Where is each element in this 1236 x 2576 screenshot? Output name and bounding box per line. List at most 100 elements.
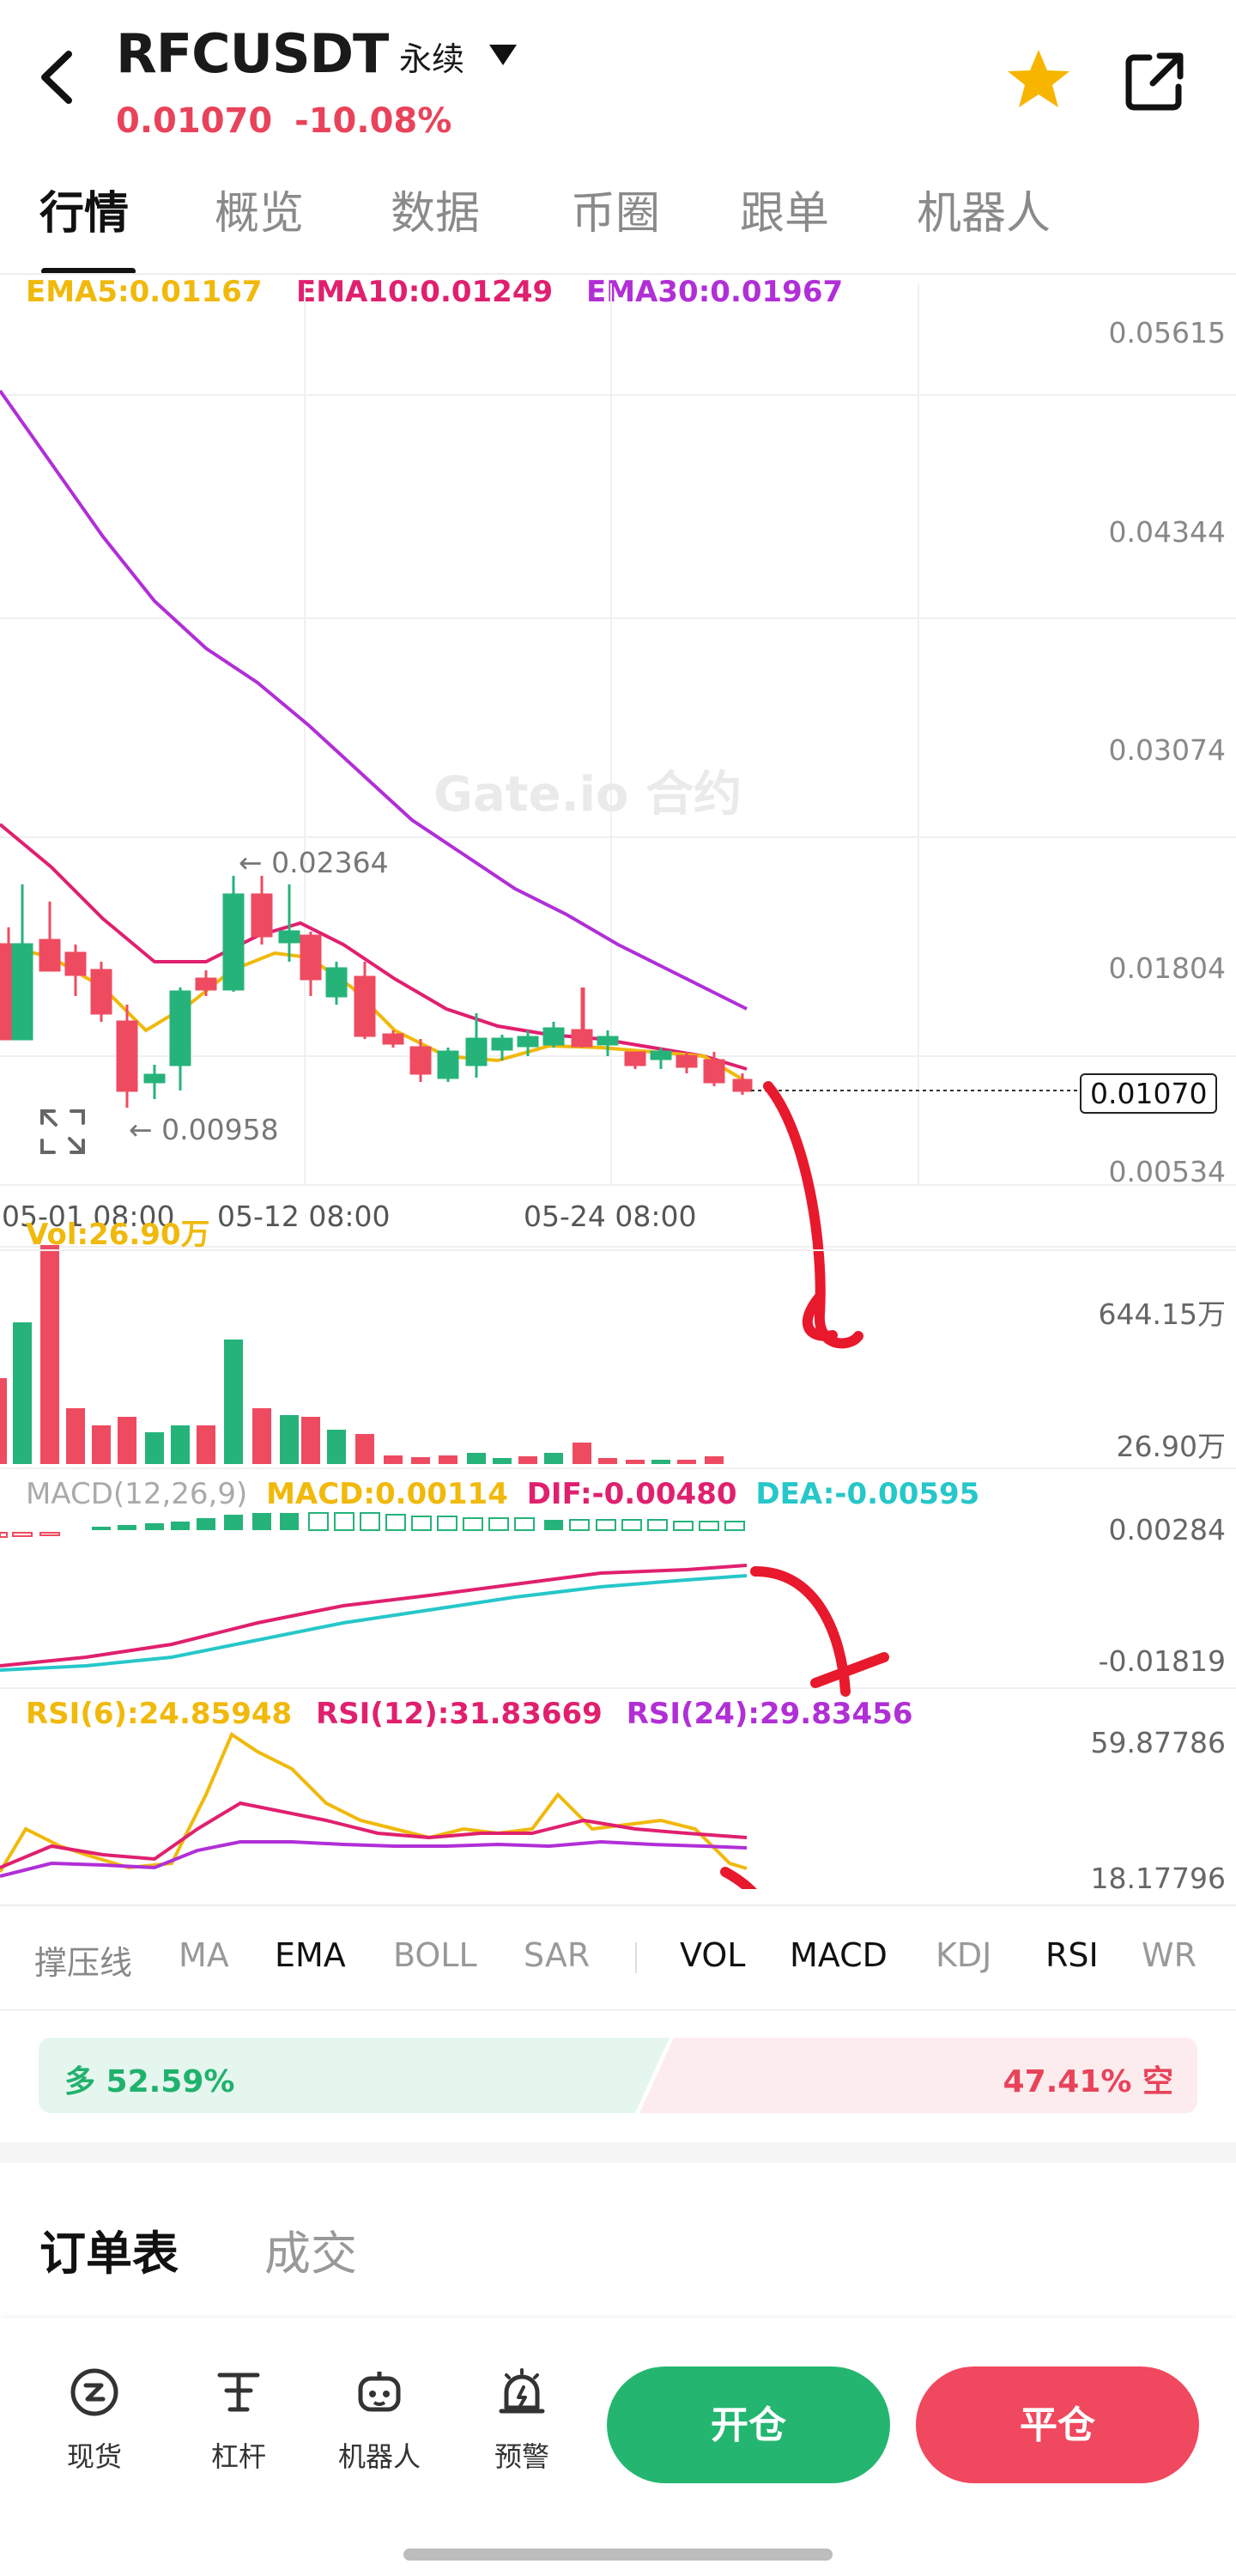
toolbar-ema[interactable]: EMA <box>275 1936 346 1974</box>
ema30-legend: EMA30:0.01967 <box>586 275 844 309</box>
time-label-1: 05-01 08:00 <box>2 1200 175 1233</box>
share-button[interactable] <box>1120 47 1189 116</box>
toolbar-support-resistance[interactable]: 撑压线 <box>34 1944 133 1982</box>
y-tick-4: 0.01804 <box>1108 951 1226 985</box>
price-change: -10.08% <box>294 101 452 141</box>
rsi12-line <box>0 1801 748 1869</box>
y-tick-3: 0.03074 <box>1108 733 1226 767</box>
tab-copy-trading[interactable]: 跟单 <box>740 188 830 240</box>
tab-data[interactable]: 数据 <box>391 188 481 240</box>
ema10-line <box>0 823 748 1071</box>
toolbar-vol[interactable]: VOL <box>680 1936 746 1974</box>
share-icon <box>1125 52 1184 111</box>
nav-bot-label: 机器人 <box>337 2440 421 2473</box>
rsi-tick-min: 18.17796 <box>1090 1862 1226 1895</box>
ema5-legend: EMA5:0.01167 <box>26 275 263 309</box>
leverage-icon <box>217 2372 260 2412</box>
indicator-toolbar-divider-top <box>0 1905 1236 1906</box>
watermark: Gate.io 合约 <box>433 767 742 823</box>
dea-line <box>0 1574 748 1672</box>
long-ratio-text: 多 52.59% <box>64 2064 235 2099</box>
tab-trades[interactable]: 成交 <box>264 2227 357 2281</box>
rsi6-value: RSI(6):24.85948 <box>26 1697 293 1731</box>
nav-alarm[interactable]: 预警 <box>470 2365 573 2475</box>
nav-alarm-label: 预警 <box>494 2440 549 2473</box>
chevron-left-icon <box>41 51 72 104</box>
short-ratio-text: 47.41% 空 <box>1003 2064 1173 2099</box>
favorite-button[interactable] <box>1004 45 1073 113</box>
close-position-button[interactable]: 平仓 <box>916 2366 1199 2483</box>
expand-button[interactable] <box>39 1108 87 1156</box>
long-ratio-bar <box>39 2038 670 2113</box>
macd-histogram <box>0 1512 745 1538</box>
toolbar-sar[interactable]: SAR <box>524 1936 591 1974</box>
red-annotation-arrows <box>720 1081 889 1889</box>
tab-bot[interactable]: 机器人 <box>917 188 1051 240</box>
open-position-button[interactable]: 开仓 <box>607 2366 890 2483</box>
volume-tick-max: 644.15万 <box>1098 1297 1226 1331</box>
rsi24-line <box>0 1839 748 1878</box>
rsi-tick-max: 59.87786 <box>1090 1726 1226 1759</box>
candlesticks <box>0 876 753 1108</box>
macd-params: MACD(12,26,9) <box>26 1477 248 1511</box>
indicator-toolbar-divider-bottom <box>0 2009 1236 2011</box>
rsi24-value: RSI(24):29.83456 <box>626 1697 913 1731</box>
high-marker: ← 0.02364 <box>239 846 389 879</box>
spot-icon <box>70 2368 118 2416</box>
main-tabs: 行情 概览 数据 币圈 跟单 机器人 <box>0 177 1236 275</box>
toolbar-wr[interactable]: WR <box>1142 1936 1197 1974</box>
y-tick-5: 0.00534 <box>1108 1155 1226 1188</box>
low-marker: ← 0.00958 <box>129 1113 279 1146</box>
ema5-line <box>0 943 748 1084</box>
toolbar-ma[interactable]: MA <box>179 1936 229 1974</box>
toolbar-kdj[interactable]: KDJ <box>936 1936 992 1974</box>
tab-order-book[interactable]: 订单表 <box>39 2227 179 2281</box>
symbol-dropdown-icon[interactable] <box>488 43 518 70</box>
y-tick-1: 0.05615 <box>1108 316 1226 349</box>
ema30-line <box>0 389 748 1011</box>
last-price: 0.01070 <box>116 101 273 141</box>
price-chart[interactable] <box>0 283 1236 1889</box>
toolbar-separator <box>635 1942 637 1973</box>
chart-divider <box>0 1249 1236 1251</box>
tab-overview[interactable]: 概览 <box>215 188 305 240</box>
symbol-title[interactable]: RFCUSDT <box>116 22 389 85</box>
tab-market[interactable]: 行情 <box>39 188 130 240</box>
nav-leverage[interactable]: 杠杆 <box>187 2365 290 2475</box>
toolbar-rsi[interactable]: RSI <box>1045 1936 1099 1974</box>
macd-value: MACD:0.00114 <box>266 1477 508 1511</box>
price-line: 0.01070 -10.08% <box>116 101 451 141</box>
contract-type[interactable]: 永续 <box>399 40 465 78</box>
robot-icon <box>358 2372 401 2412</box>
toolbar-boll[interactable]: BOLL <box>393 1936 477 1974</box>
volume-legend: Vol:26.90万 <box>26 1218 210 1252</box>
long-short-ratio: 多 52.59% 47.41% 空 <box>39 2038 1197 2113</box>
chart-grid <box>0 283 1236 1689</box>
current-price-tag: 0.01070 <box>1080 1073 1218 1114</box>
nav-bot[interactable]: 机器人 <box>328 2365 431 2475</box>
expand-icon <box>40 1109 85 1154</box>
section-gap <box>0 2142 1236 2163</box>
y-tick-2: 0.04344 <box>1108 515 1226 549</box>
tab-community[interactable]: 币圈 <box>571 188 661 240</box>
toolbar-macd[interactable]: MACD <box>790 1936 888 1974</box>
rsi6-line <box>0 1732 748 1874</box>
volume-bars <box>0 1245 724 1464</box>
dea-value: DEA:-0.00595 <box>755 1477 980 1511</box>
rsi12-value: RSI(12):31.83669 <box>316 1697 603 1731</box>
nav-leverage-label: 杠杆 <box>210 2440 266 2473</box>
macd-legend: MACD(12,26,9) MACD:0.00114 DIF:-0.00480 … <box>26 1477 979 1511</box>
short-ratio-bar <box>639 2038 1197 2113</box>
tab-underline <box>41 268 136 275</box>
nav-spot-label: 现货 <box>66 2440 122 2473</box>
alarm-icon <box>499 2368 545 2414</box>
back-button[interactable] <box>33 47 84 107</box>
macd-tick-min: -0.01819 <box>1098 1644 1226 1678</box>
time-label-3: 05-24 08:00 <box>524 1200 697 1233</box>
nav-spot[interactable]: 现货 <box>43 2365 146 2475</box>
volume-tick-min: 26.90万 <box>1116 1430 1226 1463</box>
home-indicator <box>403 2549 833 2561</box>
tabs-divider <box>0 273 1236 275</box>
time-label-2: 05-12 08:00 <box>217 1200 391 1233</box>
dif-line <box>0 1564 748 1668</box>
